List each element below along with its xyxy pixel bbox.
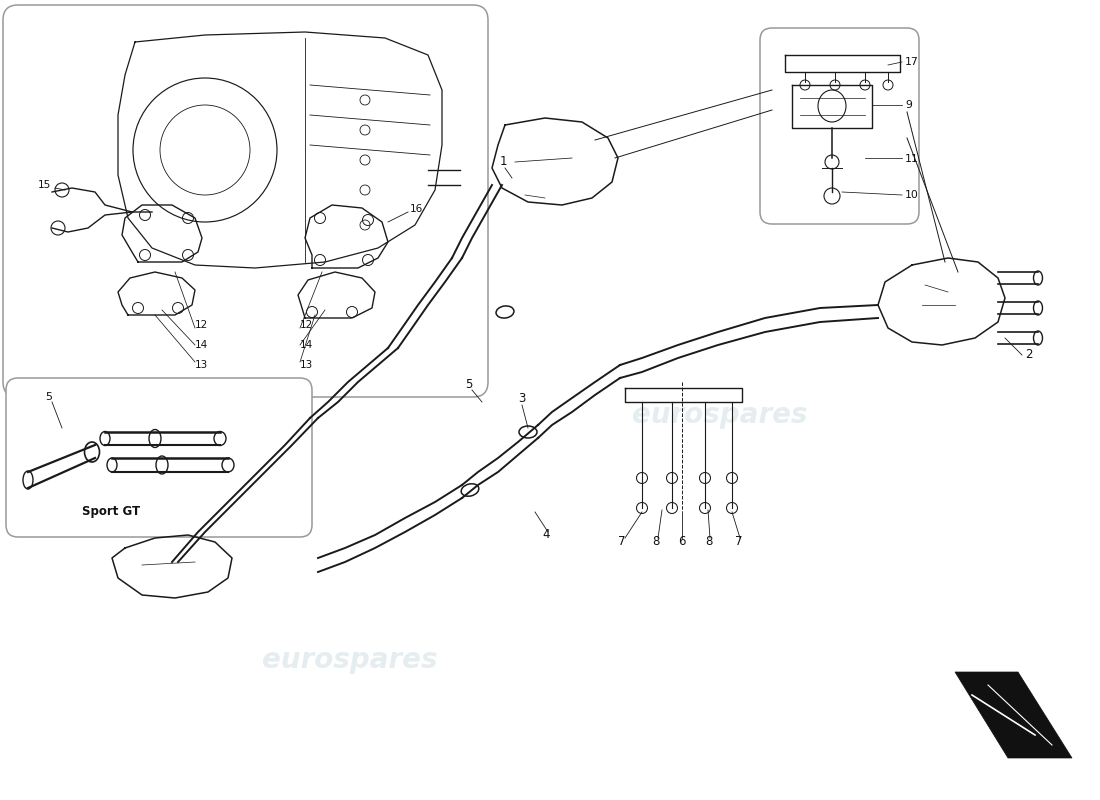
Text: 2: 2 [1025, 348, 1033, 361]
Text: 6: 6 [678, 535, 685, 548]
Text: 8: 8 [652, 535, 659, 548]
Text: 14: 14 [300, 340, 313, 350]
Text: 9: 9 [905, 100, 912, 110]
Text: 3: 3 [518, 392, 526, 405]
Text: 16: 16 [410, 204, 424, 214]
Text: eurospares: eurospares [201, 233, 359, 257]
Text: 17: 17 [905, 57, 918, 67]
FancyBboxPatch shape [3, 5, 488, 397]
Text: 15: 15 [39, 180, 52, 190]
Text: eurospares: eurospares [632, 401, 807, 429]
Text: 14: 14 [195, 340, 208, 350]
Text: 5: 5 [465, 378, 472, 391]
Text: 13: 13 [195, 360, 208, 370]
Text: eurospares: eurospares [262, 646, 438, 674]
Text: 13: 13 [300, 360, 313, 370]
Text: 12: 12 [300, 320, 313, 330]
FancyBboxPatch shape [6, 378, 312, 537]
Text: 7: 7 [735, 535, 743, 548]
Text: 11: 11 [905, 154, 918, 164]
Polygon shape [955, 672, 1072, 758]
Text: 7: 7 [618, 535, 626, 548]
Text: 4: 4 [542, 528, 550, 541]
Text: 10: 10 [905, 190, 918, 200]
Text: Sport GT: Sport GT [82, 505, 140, 518]
FancyBboxPatch shape [760, 28, 918, 224]
Text: 8: 8 [705, 535, 713, 548]
Text: 12: 12 [195, 320, 208, 330]
Text: 5: 5 [45, 392, 52, 402]
Text: 1: 1 [500, 155, 507, 168]
